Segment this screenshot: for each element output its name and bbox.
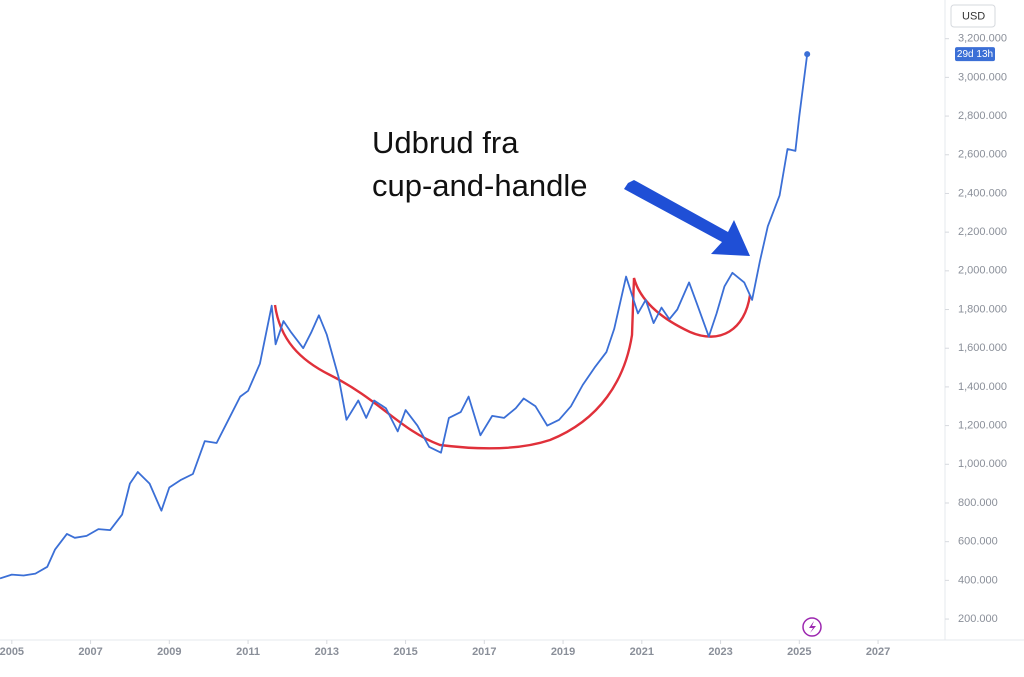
y-tick-label: 1,800.000	[958, 303, 1007, 315]
x-tick-label: 2019	[551, 646, 575, 658]
x-tick-label: 2013	[315, 646, 339, 658]
x-tick-label: 2005	[0, 646, 24, 658]
x-tick-label: 2015	[393, 646, 417, 658]
y-tick-label: 1,000.000	[958, 458, 1007, 470]
annotation: Udbrud fra	[372, 125, 519, 160]
y-tick-label: 2,200.000	[958, 226, 1007, 238]
y-tick-label: 1,400.000	[958, 381, 1007, 393]
countdown-tag	[955, 47, 995, 62]
last-point	[804, 51, 811, 58]
currency: USD	[962, 10, 985, 22]
x-tick-label: 2009	[157, 646, 181, 658]
currency-box[interactable]	[950, 4, 996, 28]
lightning-icon	[809, 621, 816, 633]
x-tick-label: 2021	[630, 646, 654, 658]
arrow	[624, 180, 750, 256]
cup-and-handle-drawing	[273, 277, 752, 450]
y-tick-label: 2,600.000	[958, 149, 1007, 161]
x-tick-label: 2025	[787, 646, 811, 658]
x-tick-label: 2023	[708, 646, 732, 658]
y-tick-label: 200.000	[958, 613, 998, 625]
lightning-icon[interactable]	[802, 617, 822, 637]
x-tick-label: 2007	[78, 646, 102, 658]
y-tick-label: 3,200.000	[958, 33, 1007, 45]
y-tick-label: 1,200.000	[958, 420, 1007, 432]
annotation: cup-and-handle	[372, 168, 587, 203]
y-tick-label: 3,000.000	[958, 71, 1007, 83]
countdown: 29d 13h	[957, 49, 993, 60]
y-tick-label: 2,400.000	[958, 187, 1007, 199]
x-tick-label: 2017	[472, 646, 496, 658]
x-tick-label: 2011	[236, 646, 260, 658]
y-tick-label: 400.000	[958, 574, 998, 586]
y-tick-label: 600.000	[958, 536, 998, 548]
price-line	[0, 54, 809, 580]
y-tick-label: 1,600.000	[958, 342, 1007, 354]
y-tick-label: 2,800.000	[958, 110, 1007, 122]
x-tick-label: 2027	[866, 646, 890, 658]
y-tick-label: 2,000.000	[958, 265, 1007, 277]
y-tick-label: 800.000	[958, 497, 998, 509]
